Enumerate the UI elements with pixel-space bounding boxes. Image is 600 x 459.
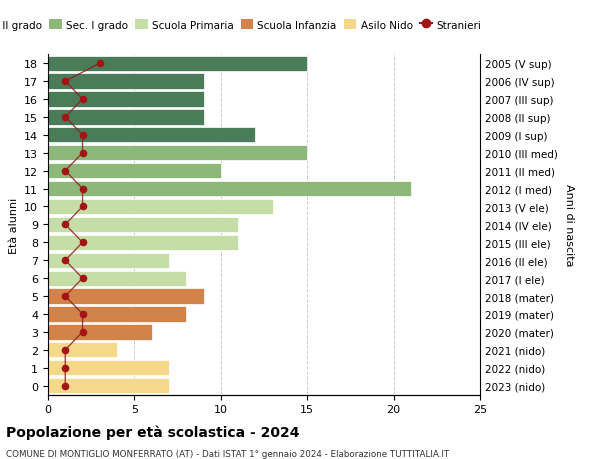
Bar xyxy=(48,325,152,340)
Bar xyxy=(48,199,272,215)
Bar xyxy=(48,307,186,322)
Text: Popolazione per età scolastica - 2024: Popolazione per età scolastica - 2024 xyxy=(6,425,299,439)
Y-axis label: Anni di nascita: Anni di nascita xyxy=(565,184,574,266)
Bar xyxy=(48,92,203,107)
Bar xyxy=(48,164,221,179)
Bar xyxy=(48,128,256,143)
Bar xyxy=(48,110,203,125)
Bar xyxy=(48,271,186,286)
Bar xyxy=(48,289,203,304)
Bar xyxy=(48,253,169,268)
Bar xyxy=(48,146,307,161)
Bar xyxy=(48,378,169,393)
Bar xyxy=(48,74,203,90)
Bar xyxy=(48,342,117,358)
Bar xyxy=(48,56,307,72)
Bar xyxy=(48,182,411,197)
Y-axis label: Età alunni: Età alunni xyxy=(8,197,19,253)
Bar xyxy=(48,235,238,251)
Bar xyxy=(48,217,238,233)
Legend: Sec. II grado, Sec. I grado, Scuola Primaria, Scuola Infanzia, Asilo Nido, Stran: Sec. II grado, Sec. I grado, Scuola Prim… xyxy=(0,16,485,34)
Bar xyxy=(48,360,169,375)
Text: COMUNE DI MONTIGLIO MONFERRATO (AT) - Dati ISTAT 1° gennaio 2024 - Elaborazione : COMUNE DI MONTIGLIO MONFERRATO (AT) - Da… xyxy=(6,449,449,458)
